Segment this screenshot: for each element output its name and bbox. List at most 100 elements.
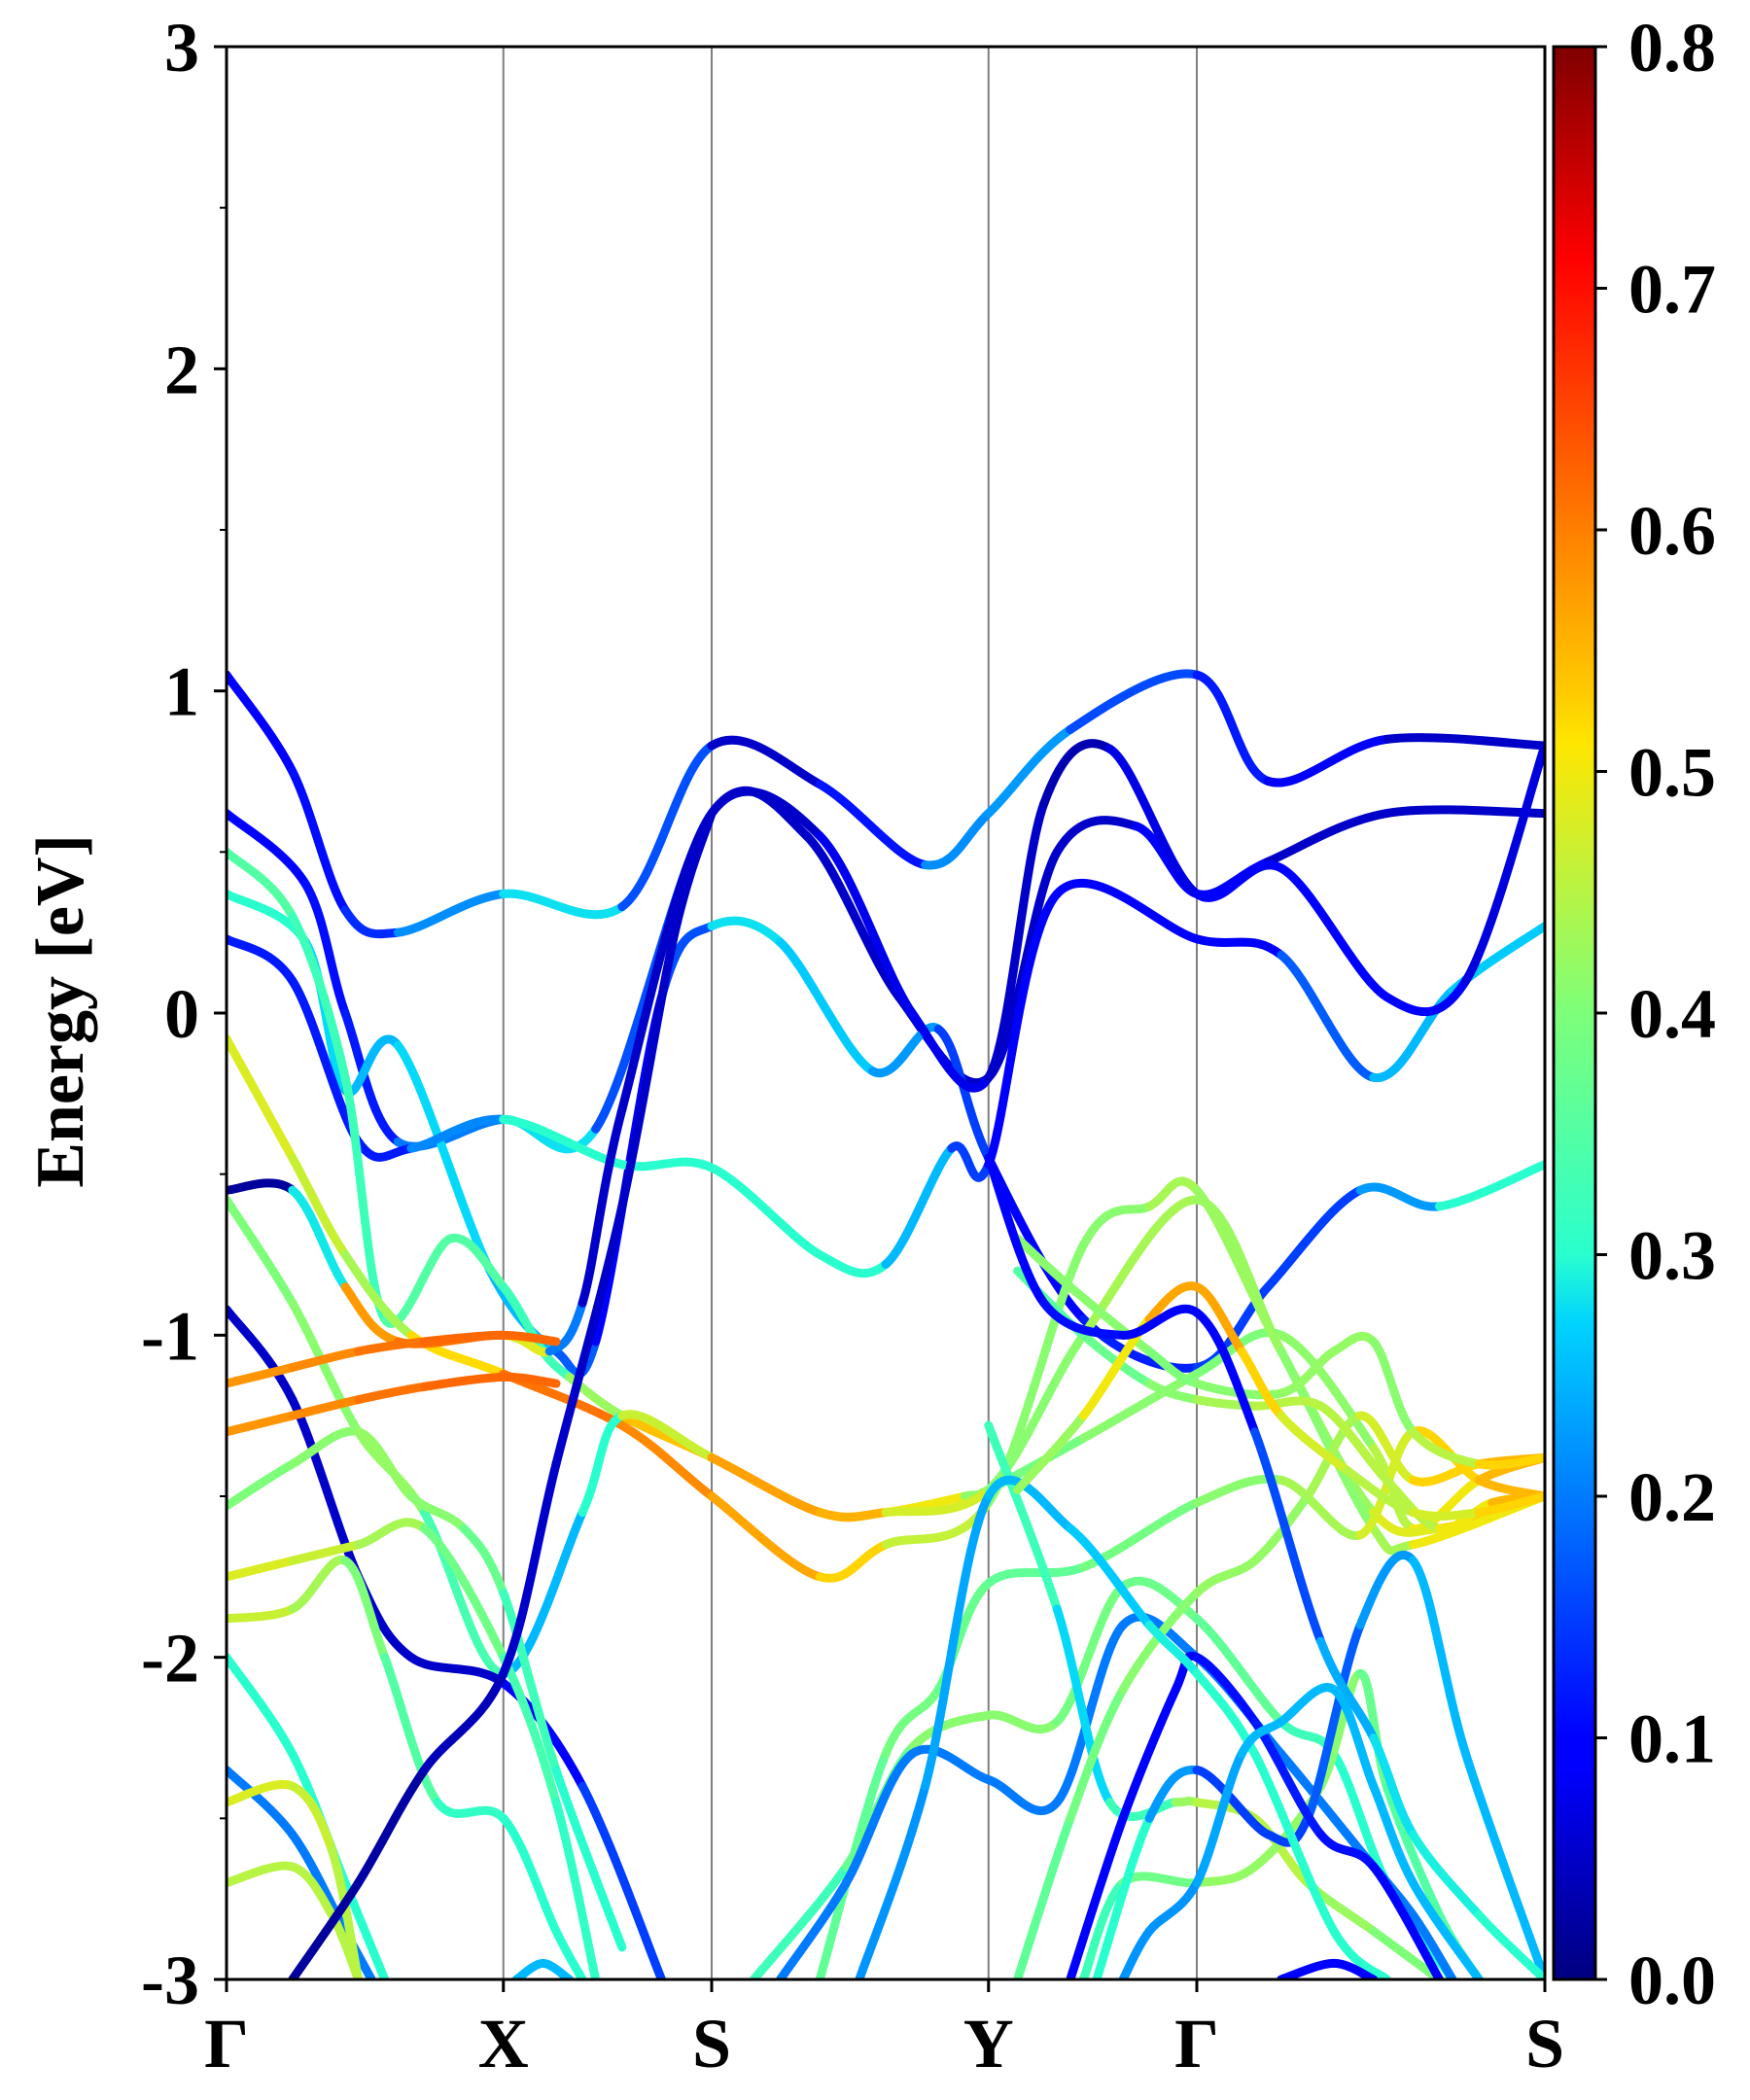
band-segment xyxy=(551,1798,601,1979)
band-segment xyxy=(933,1025,994,1163)
band-segment xyxy=(907,1710,994,1752)
band-segment xyxy=(288,1153,350,1259)
band-lines xyxy=(227,669,1545,1979)
band-segment xyxy=(1277,1749,1365,1855)
band-segment xyxy=(707,1163,824,1259)
band-segment xyxy=(227,670,298,776)
band-segment xyxy=(544,1298,587,1356)
band-segment xyxy=(406,1653,508,1688)
band-segment xyxy=(406,1491,469,1533)
band-segment xyxy=(1263,809,1391,866)
band-segment xyxy=(1303,1411,1365,1501)
band-segment xyxy=(1052,1604,1115,1807)
band-segment xyxy=(1408,1556,1471,1759)
colorbar-tick-label: 0.0 xyxy=(1628,1942,1716,2019)
band-segment xyxy=(354,1427,416,1501)
band-line xyxy=(1092,1550,1545,1979)
band-segment xyxy=(1408,1426,1484,1485)
band-segment xyxy=(227,1034,298,1163)
band-segment xyxy=(1144,1347,1202,1388)
band-segment xyxy=(1277,863,1391,1001)
band-segment xyxy=(578,1104,627,1308)
band-segment xyxy=(227,1604,298,1624)
band-segment xyxy=(815,1508,891,1522)
band-segment xyxy=(227,1195,298,1308)
y-tick-label: -2 xyxy=(141,1620,199,1698)
band-segment xyxy=(1039,1298,1128,1340)
band-segment xyxy=(841,1749,917,1888)
band-line xyxy=(227,669,1545,939)
band-segment xyxy=(499,1653,561,1807)
band-segment xyxy=(881,1485,994,1518)
band-segment xyxy=(288,1298,364,1437)
k-point-label: Γ xyxy=(1174,2005,1219,2082)
colorbar-tick-label: 0.5 xyxy=(1628,734,1716,812)
band-segment xyxy=(984,1775,1062,1815)
band-segment xyxy=(433,1798,508,1823)
band-segment xyxy=(1277,950,1379,1082)
band-segment xyxy=(227,1653,298,1759)
band-segment xyxy=(1052,816,1141,857)
band-segment xyxy=(815,780,930,870)
band-segment xyxy=(776,1878,851,1979)
y-tick-label: 3 xyxy=(164,9,199,87)
band-segment xyxy=(354,1766,429,1888)
band-segment xyxy=(1315,1668,1365,1791)
band-segment xyxy=(1435,1160,1545,1211)
band-segment xyxy=(867,1023,943,1078)
band-segment xyxy=(1277,1347,1339,1398)
band-segment xyxy=(288,1347,364,1372)
y-tick-label: -1 xyxy=(141,1297,199,1375)
band-segment xyxy=(1474,1910,1545,1979)
band-line xyxy=(227,1372,561,1437)
band-segment xyxy=(419,1508,508,1678)
band-line xyxy=(227,1518,601,1979)
y-axis-label: Energy [eV] xyxy=(23,834,98,1188)
band-line xyxy=(855,1476,1391,1979)
band-segment xyxy=(1369,1733,1418,1839)
band-segment xyxy=(288,1878,364,1979)
colorbar-tick-label: 0.7 xyxy=(1628,251,1716,329)
band-segment xyxy=(340,1556,390,1662)
band-segment xyxy=(1382,805,1545,819)
band-segment xyxy=(1315,1401,1391,1485)
band-line xyxy=(227,1034,1545,1583)
colorbar-tick-label: 0.6 xyxy=(1628,492,1716,570)
band-segment xyxy=(551,1202,627,1469)
band-segment xyxy=(1329,1331,1379,1356)
band-segment xyxy=(984,1476,1075,1533)
band-segment xyxy=(1315,1636,1379,1742)
band-segment xyxy=(1105,1798,1180,1821)
band-segment xyxy=(340,1250,416,1340)
band-segment xyxy=(551,1766,627,1952)
band-segment xyxy=(815,831,917,1018)
band-segment xyxy=(855,1781,930,1979)
band-segment xyxy=(578,1781,666,1979)
band-line xyxy=(227,878,1545,1278)
band-segment xyxy=(1078,1195,1202,1340)
y-tick-label: 0 xyxy=(164,975,199,1053)
band-segment xyxy=(1078,1202,1154,1250)
band-segment xyxy=(907,1744,994,1785)
band-segment xyxy=(1369,1862,1445,1979)
band-segment xyxy=(1382,1781,1445,1920)
band-segment xyxy=(707,735,824,789)
band-segment xyxy=(419,1330,508,1347)
band-segment xyxy=(1237,1347,1286,1420)
band-segment xyxy=(1369,1337,1418,1437)
band-segment xyxy=(499,1114,627,1170)
band-segment xyxy=(1329,1926,1391,1979)
k-point-label: Y xyxy=(963,2005,1014,2082)
band-segment xyxy=(1355,1182,1445,1211)
band-segment xyxy=(984,799,1049,1082)
band-segment xyxy=(802,831,904,1001)
band-segment xyxy=(1192,1282,1246,1356)
band-segment xyxy=(707,916,786,947)
k-point-label: S xyxy=(1525,2005,1564,2082)
band-segment xyxy=(1277,1411,1352,1475)
band-segment xyxy=(499,1459,561,1678)
band-segment xyxy=(1066,669,1202,734)
band-segment xyxy=(565,1372,627,1420)
k-point-label: X xyxy=(478,2005,529,2082)
